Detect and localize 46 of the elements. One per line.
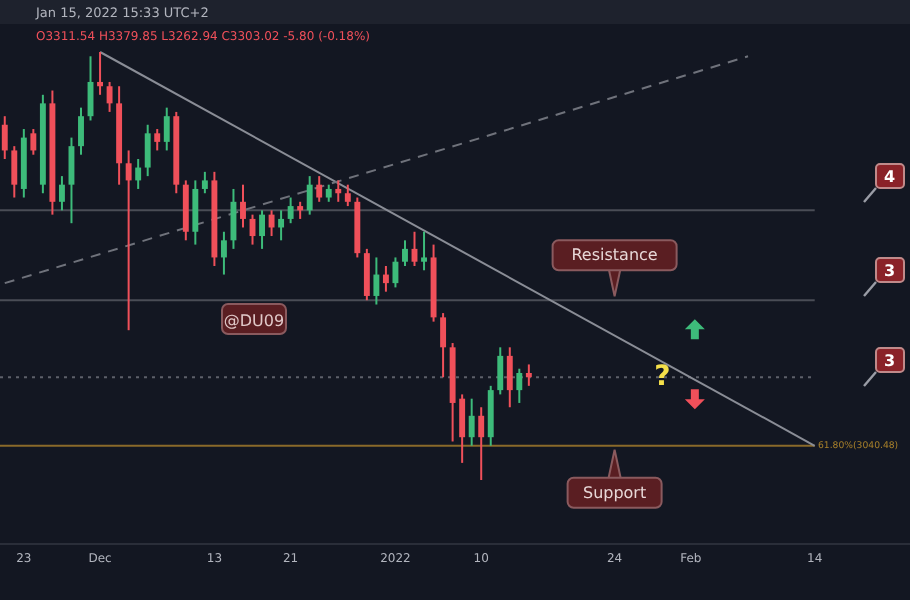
candlestick [478, 406, 485, 481]
candlestick [402, 239, 408, 267]
candlestick [220, 230, 227, 276]
candlestick [306, 175, 313, 216]
candlestick [421, 230, 427, 272]
annotation: ? [654, 361, 671, 394]
candlestick [259, 209, 265, 250]
candlestick [382, 265, 389, 293]
candlestick [373, 256, 380, 306]
candlestick [154, 128, 161, 152]
candlestick [287, 196, 294, 225]
candlestick [363, 247, 370, 302]
annotation: 4 [884, 168, 896, 186]
candlestick [468, 397, 475, 447]
candlestick [335, 179, 342, 203]
annotation: Resistance [571, 246, 658, 265]
candlestick [240, 183, 246, 229]
candlestick [182, 179, 189, 242]
annotation: 3 [884, 352, 896, 370]
candlestick [30, 128, 37, 156]
candlestick [440, 312, 447, 379]
candlestick [135, 158, 142, 190]
candlestick [125, 149, 132, 332]
candlestick [497, 346, 504, 396]
candlestick [516, 367, 523, 404]
candlestick [392, 256, 399, 289]
candlestick [268, 209, 275, 238]
candlestick [201, 170, 208, 195]
candlestick [58, 175, 65, 212]
candlestick [344, 183, 351, 208]
candlestick [106, 80, 113, 113]
candlestick [163, 106, 170, 152]
candlestick [78, 106, 84, 156]
candlestick [525, 363, 532, 387]
annotation: @DU09 [223, 312, 285, 330]
candlestick [192, 179, 199, 246]
candlestick [97, 51, 104, 96]
candlestick [1, 115, 8, 160]
candlestick [506, 346, 513, 409]
annotation: Support [582, 483, 647, 502]
candlestick [278, 209, 285, 242]
candlestick [487, 384, 494, 447]
annotation: 3 [884, 262, 896, 280]
candlestick [144, 123, 151, 178]
candlestick [316, 175, 323, 203]
candlestick [11, 145, 18, 199]
